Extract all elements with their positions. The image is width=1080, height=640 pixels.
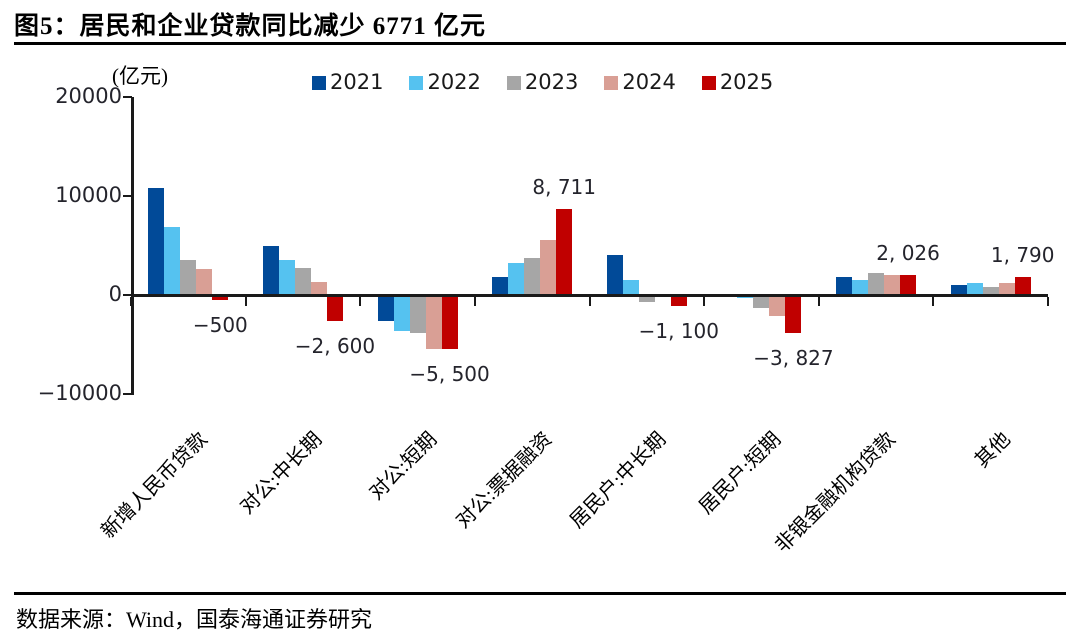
bar-2025-cat2 [441, 295, 458, 350]
bar-2022-cat3 [508, 263, 525, 295]
legend-label: 2021 [330, 70, 384, 94]
bar-2023-cat4 [638, 295, 655, 302]
bar-2023-cat3 [524, 258, 541, 295]
bar-2022-cat4 [622, 280, 639, 295]
data-label: −5, 500 [409, 362, 490, 387]
bar-2025-cat6 [900, 274, 917, 295]
x-category-label: 居民户:短期 [695, 428, 786, 519]
bar-2021-cat2 [377, 295, 394, 321]
data-label: −2, 600 [294, 333, 376, 358]
bar-2024-cat7 [998, 283, 1015, 295]
bar-2023-cat6 [868, 272, 885, 295]
legend-label: 2022 [427, 70, 481, 94]
y-tick-mark [123, 393, 132, 395]
legend-swatch-icon [409, 75, 424, 90]
bar-2022-cat6 [852, 280, 869, 295]
x-category-label: 非银金融机构贷款 [771, 428, 900, 557]
legend-label: 2024 [622, 70, 676, 94]
data-label: −3, 827 [753, 345, 834, 370]
title-rule [14, 42, 1066, 45]
x-category-label: 对公:中长期 [236, 428, 327, 519]
y-axis-line [131, 97, 134, 395]
bar-2022-cat0 [164, 226, 181, 295]
x-category-label: 居民户:中长期 [566, 428, 671, 533]
bar-2025-cat3 [556, 208, 573, 295]
legend-item-2024: 2024 [604, 70, 676, 94]
legend-item-2021: 2021 [312, 72, 383, 93]
bar-2021-cat7 [950, 285, 967, 295]
x-category-label: 其他 [970, 428, 1015, 473]
legend-swatch-icon [506, 75, 521, 90]
x-tick-mark [588, 297, 591, 306]
bar-2021-cat0 [148, 188, 165, 295]
y-axis-unit-label: (亿元) [112, 64, 168, 88]
x-tick-mark [244, 297, 247, 306]
x-tick-mark [1047, 297, 1049, 306]
bar-2022-cat7 [966, 283, 983, 295]
legend-swatch-icon [312, 75, 326, 90]
bar-2023-cat7 [982, 286, 999, 295]
y-tick-label: 0 [108, 282, 122, 306]
x-axis-zero-line [131, 294, 1048, 297]
bar-2023-cat5 [753, 295, 770, 308]
bar-2025-cat4 [670, 295, 687, 306]
bar-2024-cat3 [540, 239, 557, 295]
bar-2022-cat1 [278, 260, 295, 295]
bar-2023-cat1 [294, 268, 311, 295]
legend-label: 2025 [719, 70, 774, 94]
bar-2023-cat0 [180, 260, 197, 295]
bar-2024-cat6 [884, 274, 901, 295]
chart-legend: 2021 2022 2023 2024 2025 [312, 72, 773, 93]
data-label: 8, 711 [532, 174, 596, 199]
y-tick-mark [123, 294, 132, 296]
legend-swatch-icon [604, 75, 619, 90]
data-label: −1, 100 [638, 318, 719, 343]
bar-2024-cat0 [196, 269, 213, 295]
y-tick-label: −10000 [37, 381, 122, 405]
bar-2024-cat2 [425, 295, 442, 350]
figure-title: 图5：居民和企业贷款同比减少 6771 亿元 [14, 13, 487, 40]
y-tick-label: 10000 [55, 183, 122, 207]
bar-2021-cat6 [836, 276, 853, 295]
legend-swatch-icon [701, 75, 716, 90]
source-rule [14, 592, 1066, 595]
bar-2021-cat4 [606, 255, 623, 295]
x-tick-mark [473, 297, 476, 306]
legend-item-2025: 2025 [701, 70, 774, 94]
x-tick-mark [703, 297, 706, 306]
legend-item-2022: 2022 [409, 70, 481, 94]
legend-label: 2023 [524, 70, 579, 94]
y-tick-mark [123, 96, 132, 98]
bar-2024-cat1 [310, 282, 327, 295]
bar-2025-cat0 [212, 295, 229, 300]
x-tick-mark [817, 297, 820, 306]
bar-2025-cat7 [1014, 277, 1031, 295]
data-label: −500 [192, 312, 248, 337]
bar-2021-cat1 [262, 246, 279, 295]
x-tick-mark [359, 297, 362, 306]
legend-item-2023: 2023 [506, 70, 579, 94]
x-category-label: 对公:短期 [365, 428, 442, 505]
bar-2021-cat3 [492, 277, 509, 295]
data-label: 1, 790 [990, 243, 1055, 268]
x-tick-mark [932, 297, 935, 306]
data-source: 数据来源：Wind，国泰海通证券研究 [16, 607, 372, 632]
bar-2025-cat5 [785, 295, 802, 333]
y-tick-label: 20000 [55, 84, 122, 108]
bar-2024-cat5 [769, 295, 786, 316]
x-category-label: 对公:票据融资 [451, 428, 556, 533]
bar-2025-cat1 [326, 295, 343, 321]
data-label: 2, 026 [876, 240, 940, 265]
bar-2022-cat2 [393, 295, 410, 331]
x-category-label: 新增人民币贷款 [97, 428, 213, 543]
y-tick-mark [123, 195, 132, 197]
bar-2023-cat2 [409, 295, 426, 333]
